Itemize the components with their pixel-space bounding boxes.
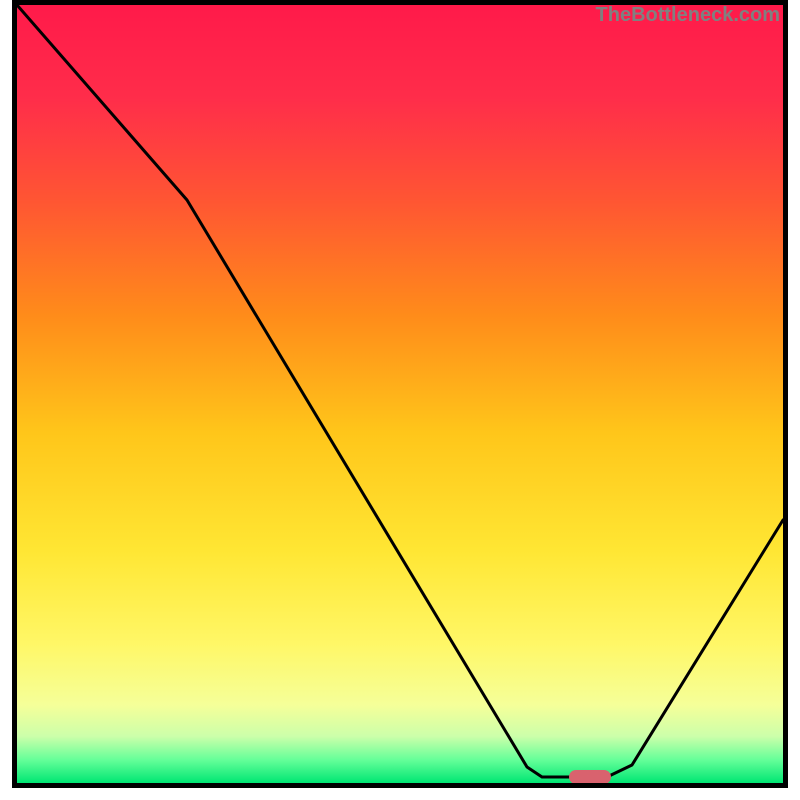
optimal-marker bbox=[569, 770, 611, 783]
bottleneck-curve bbox=[17, 5, 783, 783]
plot-area bbox=[17, 5, 783, 783]
watermark-text: TheBottleneck.com bbox=[596, 4, 780, 27]
